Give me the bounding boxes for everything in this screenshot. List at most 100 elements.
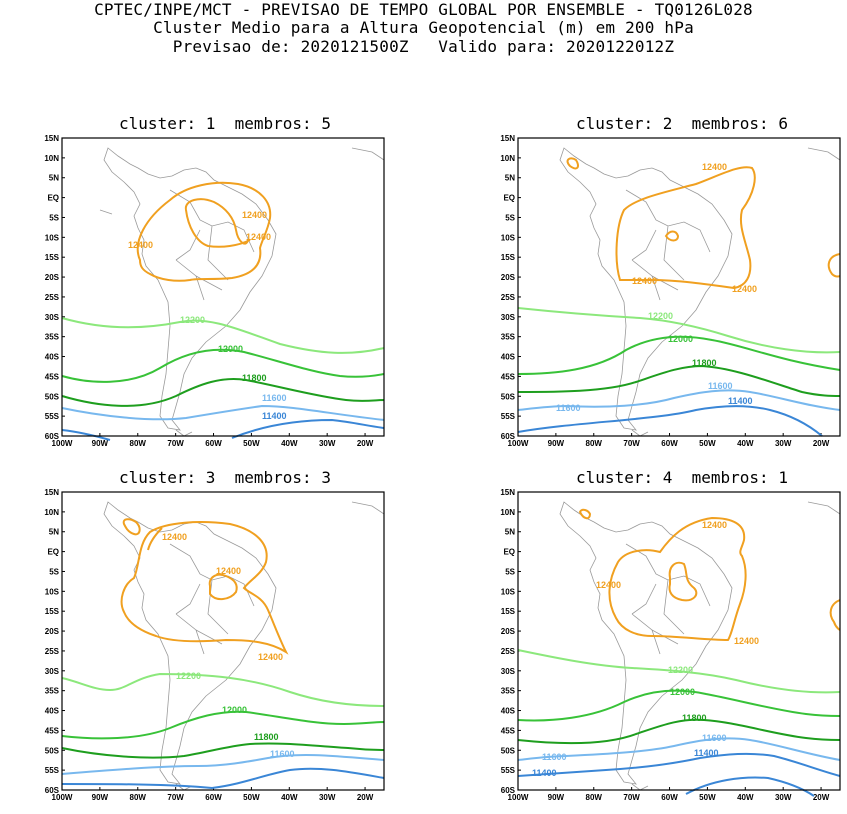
lat-tick-label: 55S xyxy=(45,412,60,421)
label-12400-a: 12400 xyxy=(162,532,187,542)
map-panel-1: 15N 10N 5N EQ 5S 10S 15S 20S 25S 30S 35S 40S 45S 50S 5… xyxy=(44,134,385,448)
contour-11800 xyxy=(517,718,841,745)
lat-tick-label: 10N xyxy=(500,508,515,517)
lon-tick-label: 70W xyxy=(623,439,640,448)
lon-tick-label: 90W xyxy=(92,793,109,802)
axis-ticks: 15N 10N 5N EQ 5S 10S 15S 20S 25S 30S 35S 40S 45S 50S 5… xyxy=(500,134,829,448)
lat-tick-label: 45S xyxy=(501,726,516,735)
coastline xyxy=(559,501,841,791)
map-frame xyxy=(61,491,385,791)
label-12400-b: 12400 xyxy=(596,580,621,590)
lat-tick-label: 10S xyxy=(45,233,60,242)
lon-tick-label: 50W xyxy=(699,793,716,802)
lat-tick-label: EQ xyxy=(503,548,515,557)
map-frame xyxy=(61,137,385,437)
contour-11400 xyxy=(61,767,385,790)
label-11600-a: 11600 xyxy=(542,752,567,762)
lat-tick-label: 60S xyxy=(501,786,516,795)
lat-tick-label: 15S xyxy=(45,607,60,616)
lat-tick-label: 10S xyxy=(45,587,60,596)
lon-tick-label: 100W xyxy=(508,439,529,448)
lon-tick-label: 40W xyxy=(737,439,754,448)
axis-ticks: 15N 10N 5N EQ 5S 10S 15S 20S 25S 30S 35S 40S 45S 50S 5… xyxy=(500,488,829,802)
contour-11600 xyxy=(517,737,841,761)
contour-11800 xyxy=(61,378,385,407)
header-line-3: Previsao de: 2020121500Z Valido para: 20… xyxy=(172,37,675,56)
lat-tick-label: 15S xyxy=(45,253,60,262)
panel-title-2: cluster: 2 membros: 6 xyxy=(576,114,788,133)
lon-tick-label: 20W xyxy=(357,793,374,802)
lon-tick-label: 80W xyxy=(586,793,603,802)
label-12000: 12000 xyxy=(222,705,247,715)
map-frame xyxy=(517,491,841,791)
panel-title-3: cluster: 3 membros: 3 xyxy=(119,468,331,487)
contour-12000 xyxy=(61,710,385,740)
contour-12400-outer xyxy=(608,516,747,642)
lat-tick-label: 5S xyxy=(49,213,59,222)
label-12200: 12200 xyxy=(668,665,693,675)
lon-tick-label: 30W xyxy=(775,793,792,802)
label-12400-c: 12400 xyxy=(734,636,759,646)
lat-tick-label: 35S xyxy=(45,687,60,696)
lon-tick-label: 80W xyxy=(586,439,603,448)
coastline xyxy=(99,147,385,437)
contour-11600 xyxy=(61,404,385,421)
label-11600: 11600 xyxy=(262,393,287,403)
header-line-1: CPTEC/INPE/MCT - PREVISAO DE TEMPO GLOBA… xyxy=(94,0,753,19)
lat-tick-label: 50S xyxy=(501,392,516,401)
lat-tick-label: 20S xyxy=(45,273,60,282)
lat-tick-label: 35S xyxy=(45,333,60,342)
lat-tick-label: 50S xyxy=(45,746,60,755)
lon-tick-label: 20W xyxy=(813,439,830,448)
lon-tick-label: 90W xyxy=(548,439,565,448)
map-frame xyxy=(517,137,841,437)
lat-tick-label: 10N xyxy=(500,154,515,163)
lat-tick-label: 40S xyxy=(501,353,516,362)
panel-title-1: cluster: 1 membros: 5 xyxy=(119,114,331,133)
lon-tick-label: 100W xyxy=(508,793,529,802)
lat-tick-label: 5N xyxy=(505,528,515,537)
lat-tick-label: 40S xyxy=(45,353,60,362)
lon-tick-label: 100W xyxy=(52,439,73,448)
contour-12400-inner xyxy=(208,573,238,600)
label-12400-a: 12400 xyxy=(242,210,267,220)
lon-tick-label: 30W xyxy=(775,439,792,448)
lat-tick-label: 55S xyxy=(501,766,516,775)
lon-tick-label: 20W xyxy=(813,793,830,802)
lat-tick-label: EQ xyxy=(503,194,515,203)
lat-tick-label: 30S xyxy=(501,667,516,676)
lon-tick-label: 70W xyxy=(167,439,184,448)
contour-11600 xyxy=(61,753,385,775)
lat-tick-label: 60S xyxy=(45,432,60,441)
contours xyxy=(517,508,841,797)
lat-tick-label: 35S xyxy=(501,333,516,342)
contour-11400-inner xyxy=(685,776,815,797)
label-12000: 12000 xyxy=(218,344,243,354)
lat-tick-label: 15S xyxy=(501,607,516,616)
contour-11800 xyxy=(517,364,841,397)
contour-11400 xyxy=(517,752,841,777)
lat-tick-label: 25S xyxy=(501,293,516,302)
lon-tick-label: 60W xyxy=(205,793,222,802)
label-12400-a: 12400 xyxy=(702,162,727,172)
contour-12000 xyxy=(517,335,841,375)
lat-tick-label: 45S xyxy=(45,372,60,381)
contour-12400-west xyxy=(578,508,592,520)
contour-12000 xyxy=(61,348,385,383)
label-11800: 11800 xyxy=(254,732,279,742)
lat-tick-label: 30S xyxy=(45,667,60,676)
contours xyxy=(61,181,385,441)
contour-12400-east xyxy=(829,599,841,631)
contour-12400-inner xyxy=(184,198,251,248)
label-12400-c: 12400 xyxy=(246,232,271,242)
lon-tick-label: 30W xyxy=(319,439,336,448)
lat-tick-label: 5S xyxy=(49,567,59,576)
lon-tick-label: 90W xyxy=(548,793,565,802)
label-11600: 11600 xyxy=(270,749,295,759)
label-12200: 12200 xyxy=(176,671,201,681)
lat-tick-label: 50S xyxy=(45,392,60,401)
lat-tick-label: 10N xyxy=(44,154,59,163)
lon-tick-label: 40W xyxy=(737,793,754,802)
label-11600-a: 11600 xyxy=(556,403,581,413)
contour-11800 xyxy=(61,742,385,759)
